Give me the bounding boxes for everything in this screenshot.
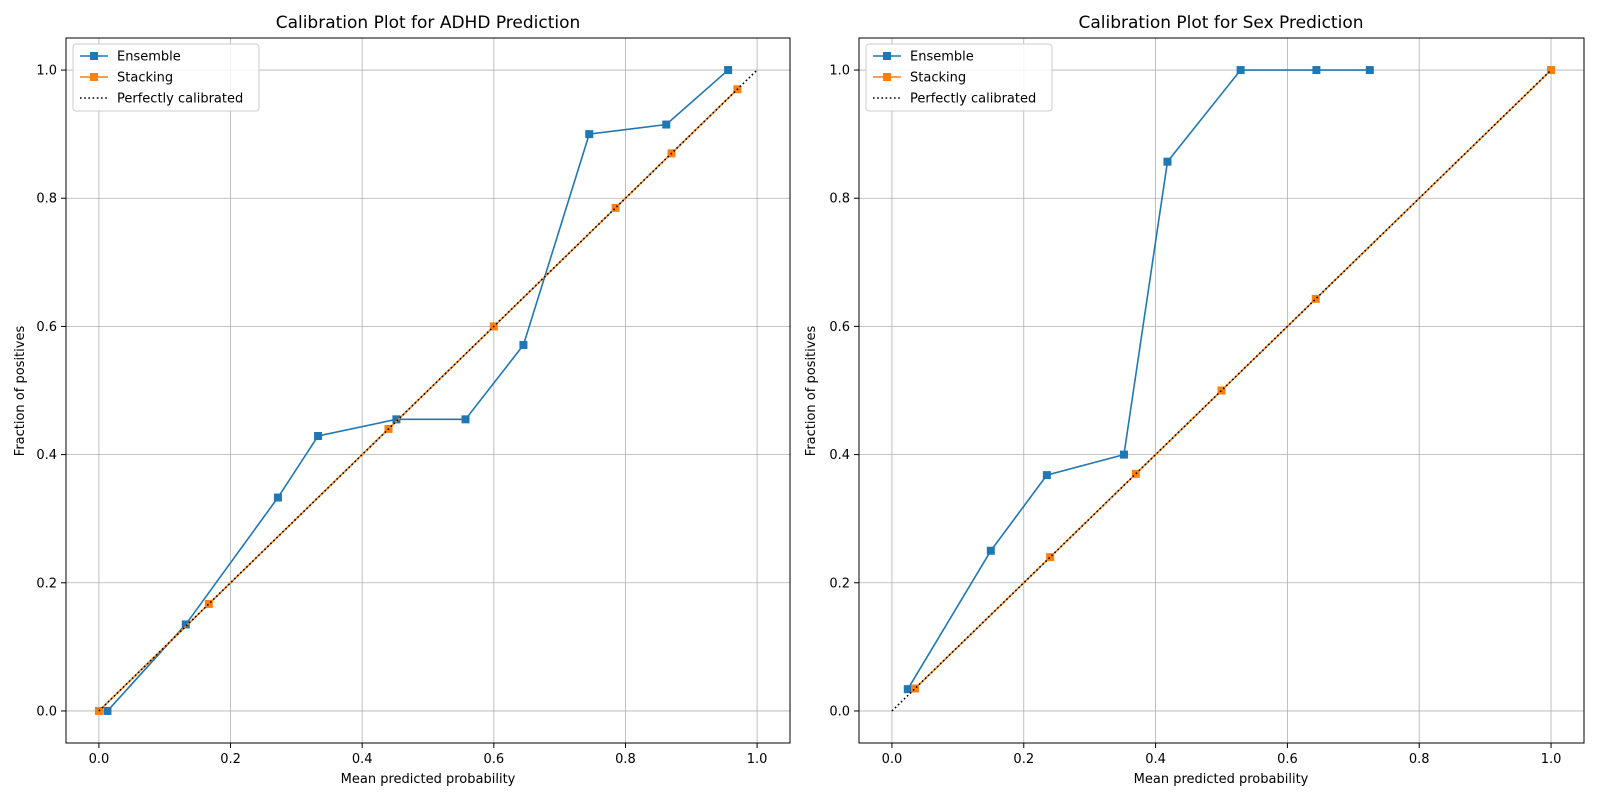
x-tick-label: 0.4 <box>1145 752 1166 767</box>
y-tick-label: 0.2 <box>829 576 850 591</box>
ensemble-point <box>392 415 401 424</box>
x-tick-label: 0.8 <box>615 752 636 767</box>
stacking-point <box>1217 386 1226 395</box>
legend-marker-ensemble <box>883 52 891 60</box>
plot-area: 0.0 0.2 0.4 0.6 0.8 1.0 0.0 0.2 0.4 0.6 0.8 1.0 <box>36 38 790 767</box>
legend-box <box>72 43 260 112</box>
y-tick-label: 0.4 <box>36 448 57 463</box>
y-tick-label: 0.2 <box>36 576 57 591</box>
ensemble-point <box>1365 66 1374 75</box>
x-tick-label: 1.0 <box>747 752 768 767</box>
legend-label-ensemble: Ensemble <box>910 50 974 65</box>
ensemble-point <box>1042 471 1051 480</box>
ensemble-point <box>314 432 323 441</box>
x-tick-label: 0.6 <box>483 752 504 767</box>
y-tick-label: 0.0 <box>36 704 57 719</box>
y-tick-label: 0.4 <box>829 448 850 463</box>
legend-entry-stacking: Stacking <box>873 71 966 86</box>
ensemble-line <box>106 69 729 712</box>
ensemble-point <box>724 66 733 75</box>
y-tick-label: 0.8 <box>36 192 57 207</box>
y-tick-label: 0.6 <box>36 320 57 335</box>
legend: Ensemble Stacking Perfectly calibrated <box>72 43 260 112</box>
x-tick-label: 0.4 <box>352 752 373 767</box>
legend-marker-stacking <box>90 73 98 81</box>
stacking-point <box>204 599 213 608</box>
x-axis-label: Mean predicted probability <box>341 772 516 787</box>
plot-frame <box>858 37 1585 744</box>
ensemble-point <box>1163 157 1172 166</box>
x-tick-label: 0.2 <box>1013 752 1034 767</box>
legend-label-stacking: Stacking <box>910 71 966 86</box>
ensemble-point <box>1119 450 1128 459</box>
ensemble-point <box>903 685 912 694</box>
x-tick-label: 0.2 <box>220 752 241 767</box>
ensemble-point <box>986 546 995 555</box>
legend: Ensemble Stacking Perfectly calibrated <box>865 43 1053 112</box>
ensemble-point <box>1236 66 1245 75</box>
x-tick-label: 1.0 <box>1541 752 1562 767</box>
plot-area: 0.0 0.2 0.4 0.6 0.8 1.0 0.0 0.2 0.4 0.6 0.8 1.0 <box>829 38 1584 767</box>
ensemble-point <box>461 415 470 424</box>
x-tick-label: 0.0 <box>89 752 110 767</box>
ensemble-point <box>519 340 528 349</box>
legend-entry-ensemble: Ensemble <box>873 50 974 65</box>
x-tick-label: 0.8 <box>1409 752 1430 767</box>
x-tick-label: 0.6 <box>1277 752 1298 767</box>
ensemble-point <box>103 706 112 715</box>
y-axis-label: Fraction of positives <box>13 326 28 457</box>
stacking-point <box>1547 66 1556 75</box>
ensemble-line <box>907 69 1370 690</box>
legend-label-perfect: Perfectly calibrated <box>910 92 1036 107</box>
y-tick-label: 1.0 <box>829 64 850 79</box>
stacking-point <box>1131 469 1140 478</box>
ensemble-point <box>181 620 190 629</box>
y-axis-label: Fraction of positives <box>804 326 819 457</box>
plot-frame <box>65 37 791 744</box>
x-axis-label: Mean predicted probability <box>1134 772 1309 787</box>
stacking-point <box>1046 553 1055 562</box>
stacking-point <box>611 203 620 212</box>
chart-title: Calibration Plot for ADHD Prediction <box>276 13 581 33</box>
legend-box <box>865 43 1053 112</box>
stacking-point <box>1311 294 1320 303</box>
legend-entry-ensemble: Ensemble <box>80 50 181 65</box>
legend-entry-perfect: Perfectly calibrated <box>873 92 1036 107</box>
legend-entry-stacking: Stacking <box>80 71 173 86</box>
y-tick-label: 0.8 <box>829 192 850 207</box>
ensemble-point <box>273 493 282 502</box>
legend-marker-stacking <box>883 73 891 81</box>
ensemble-point <box>585 130 594 139</box>
legend-label-perfect: Perfectly calibrated <box>117 92 243 107</box>
perfect-calibration-line <box>98 69 758 712</box>
x-tick-label: 0.0 <box>882 752 903 767</box>
stacking-point <box>94 706 103 715</box>
legend-label-ensemble: Ensemble <box>117 50 181 65</box>
legend-entry-perfect: Perfectly calibrated <box>80 92 243 107</box>
chart-panel-adhd: Calibration Plot for ADHD Prediction Mea… <box>13 13 791 787</box>
ensemble-point <box>662 120 671 129</box>
ensemble-point <box>1312 66 1321 75</box>
stacking-point <box>911 684 920 693</box>
legend-marker-ensemble <box>90 52 98 60</box>
y-tick-label: 0.6 <box>829 320 850 335</box>
y-tick-label: 1.0 <box>36 64 57 79</box>
y-tick-label: 0.0 <box>829 704 850 719</box>
chart-title: Calibration Plot for Sex Prediction <box>1079 13 1364 33</box>
legend-label-stacking: Stacking <box>117 71 173 86</box>
chart-panel-sex: Calibration Plot for Sex Prediction Mean… <box>804 13 1585 787</box>
